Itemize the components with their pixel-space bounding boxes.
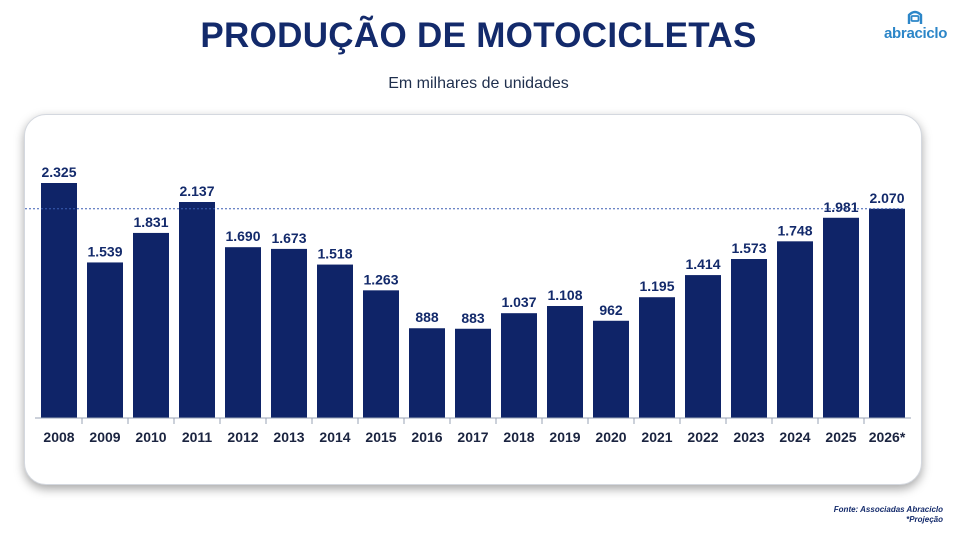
bar-2026 [869, 208, 905, 418]
x-tick-label: 2008 [43, 429, 74, 445]
bar-2016 [409, 328, 445, 418]
bar-2014 [317, 264, 353, 418]
x-tick-label: 2014 [319, 429, 350, 445]
bar-2013 [271, 248, 307, 418]
bar-2022 [685, 275, 721, 418]
x-tick-label: 2019 [549, 429, 580, 445]
x-tick-label: 2026* [869, 429, 906, 445]
bar-2025 [823, 217, 859, 418]
bar-2012 [225, 247, 261, 418]
value-label: 1.831 [133, 214, 168, 230]
logo-text: abraciclo [884, 25, 948, 42]
value-label: 1.414 [685, 256, 720, 272]
bar-2017 [455, 328, 491, 418]
x-tick-label: 2020 [595, 429, 626, 445]
bar-2018 [501, 313, 537, 418]
value-label: 1.195 [639, 278, 674, 294]
bar-2010 [133, 232, 169, 418]
x-tick-label: 2018 [503, 429, 534, 445]
x-tick-label: 2023 [733, 429, 764, 445]
value-label: 962 [599, 302, 623, 318]
chart-subtitle: Em milhares de unidades [388, 75, 569, 92]
abraciclo-logo: abraciclo [884, 8, 948, 44]
projection-note: *Projeção [906, 515, 943, 524]
value-label: 1.981 [823, 199, 858, 215]
bar-2009 [87, 262, 123, 418]
x-tick-label: 2015 [365, 429, 396, 445]
value-label: 1.748 [777, 222, 812, 238]
source-text: Fonte: Associadas Abraciclo [833, 505, 943, 514]
bar-chart: 2.325 1.539 1.831 2.137 1.690 1.673 1.518 1.263… [25, 164, 911, 445]
bar-2023 [731, 259, 767, 418]
x-tick-label: 2017 [457, 429, 488, 445]
value-label: 1.573 [731, 240, 766, 256]
x-tick-label: 2024 [779, 429, 810, 445]
chart-title: PRODUÇÃO DE MOTOCICLETAS [200, 16, 757, 55]
chart-panel: 2.325 1.539 1.831 2.137 1.690 1.673 1.518 1.263… [24, 114, 922, 485]
x-tick-label: 2013 [273, 429, 304, 445]
x-tick-label: 2016 [411, 429, 442, 445]
x-tick-label: 2022 [687, 429, 718, 445]
value-label: 1.108 [547, 287, 582, 303]
x-tick-label: 2021 [641, 429, 672, 445]
x-tick-label: 2009 [89, 429, 120, 445]
bar-2015 [363, 290, 399, 418]
value-label: 2.325 [41, 164, 76, 180]
bar-2008 [41, 183, 77, 418]
value-label: 888 [415, 309, 439, 325]
value-label: 1.037 [501, 294, 536, 310]
x-tick-label: 2011 [182, 429, 213, 445]
logo-icon [907, 10, 923, 24]
value-label: 2.137 [179, 183, 214, 199]
value-label: 1.518 [317, 246, 352, 262]
source-note: Fonte: Associadas Abraciclo *Projeção [834, 505, 943, 525]
value-label: 1.263 [363, 271, 398, 287]
bar-2021 [639, 297, 675, 418]
x-tick-label: 2012 [227, 429, 258, 445]
x-tick-label: 2010 [135, 429, 166, 445]
value-label: 2.070 [869, 190, 904, 206]
bar-2024 [777, 241, 813, 418]
bar-2020 [593, 320, 629, 418]
value-label: 1.539 [87, 243, 122, 259]
bar-2019 [547, 306, 583, 418]
x-tick-label: 2025 [825, 429, 856, 445]
bar-2011 [179, 202, 215, 418]
value-label: 883 [461, 310, 485, 326]
value-label: 1.673 [271, 230, 306, 246]
value-label: 1.690 [225, 228, 260, 244]
